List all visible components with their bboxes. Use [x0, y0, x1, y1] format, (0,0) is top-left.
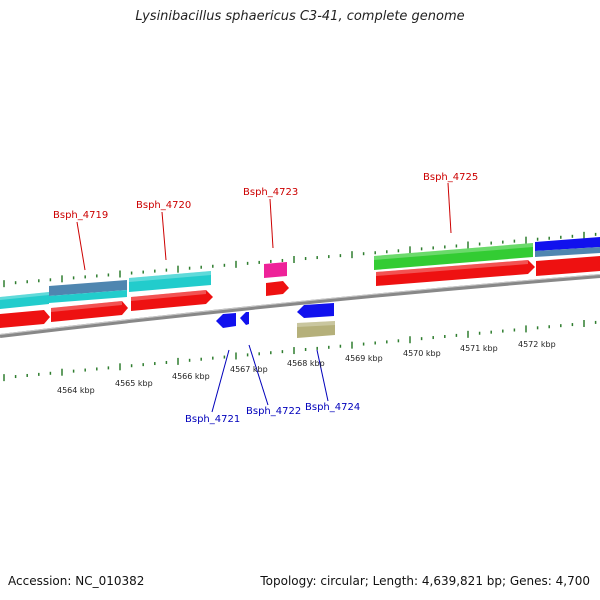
scale-label: 4565 kbp — [115, 379, 153, 388]
gene-label[interactable]: Bsph_4722 — [246, 406, 301, 417]
scale-label: 4567 kbp — [230, 365, 268, 374]
gene-label[interactable]: Bsph_4725 — [423, 172, 478, 183]
scale-label: 4571 kbp — [460, 344, 498, 353]
gene-feature-steelblue[interactable] — [535, 247, 600, 257]
gene-feature-blue[interactable] — [297, 303, 334, 318]
lower-tick-row — [3, 319, 597, 382]
upper-tick-row — [3, 231, 597, 288]
gene-feature-red[interactable] — [376, 260, 535, 286]
gene-label[interactable]: Bsph_4721 — [185, 414, 240, 425]
genome-summary-text: Topology: circular; Length: 4,639,821 bp… — [260, 574, 590, 588]
bottom-gene-labels: Bsph_4721 Bsph_4722 Bsph_4724 — [185, 402, 360, 425]
gene-feature-cyan[interactable] — [49, 290, 127, 303]
gene-label[interactable]: Bsph_4719 — [53, 210, 108, 221]
gene-feature-pink[interactable] — [264, 262, 287, 278]
gene-label[interactable]: Bsph_4723 — [243, 187, 298, 198]
scale-labels: 4564 kbp 4565 kbp 4566 kbp 4567 kbp 4568… — [57, 340, 556, 395]
map-title: Lysinibacillus sphaericus C3-41, complet… — [135, 9, 465, 24]
gene-feature-steelblue[interactable] — [49, 280, 127, 296]
scale-label: 4569 kbp — [345, 354, 383, 363]
gene-feature-red[interactable] — [131, 290, 213, 311]
gene-label[interactable]: Bsph_4724 — [305, 402, 360, 413]
gene-feature-blue[interactable] — [535, 237, 600, 251]
scale-label: 4572 kbp — [518, 340, 556, 349]
gene-feature-khaki[interactable] — [297, 321, 335, 338]
gene-feature-blue[interactable] — [240, 312, 249, 325]
gene-feature-red[interactable] — [266, 281, 289, 296]
gene-feature-cyan[interactable] — [129, 271, 211, 292]
gene-feature-cyan[interactable] — [0, 292, 49, 309]
scale-label: 4570 kbp — [403, 349, 441, 358]
gene-feature-red[interactable] — [51, 301, 128, 322]
scale-label: 4568 kbp — [287, 359, 325, 368]
gene-feature-blue[interactable] — [216, 313, 236, 328]
accession-text: Accession: NC_010382 — [8, 574, 145, 588]
scale-label: 4566 kbp — [172, 372, 210, 381]
top-leader-lines — [76, 182, 452, 271]
gene-feature-green[interactable] — [374, 243, 533, 270]
bottom-leader-lines — [211, 344, 329, 413]
gene-features — [0, 237, 600, 338]
top-gene-labels: Bsph_4719 Bsph_4720 Bsph_4723 Bsph_4725 — [53, 172, 478, 221]
genome-backbone — [0, 274, 600, 338]
scale-label: 4564 kbp — [57, 386, 95, 395]
gene-label[interactable]: Bsph_4720 — [136, 200, 191, 211]
feature-highlights — [0, 243, 533, 327]
gene-feature-red[interactable] — [536, 256, 600, 276]
gene-feature-red[interactable] — [0, 310, 50, 328]
